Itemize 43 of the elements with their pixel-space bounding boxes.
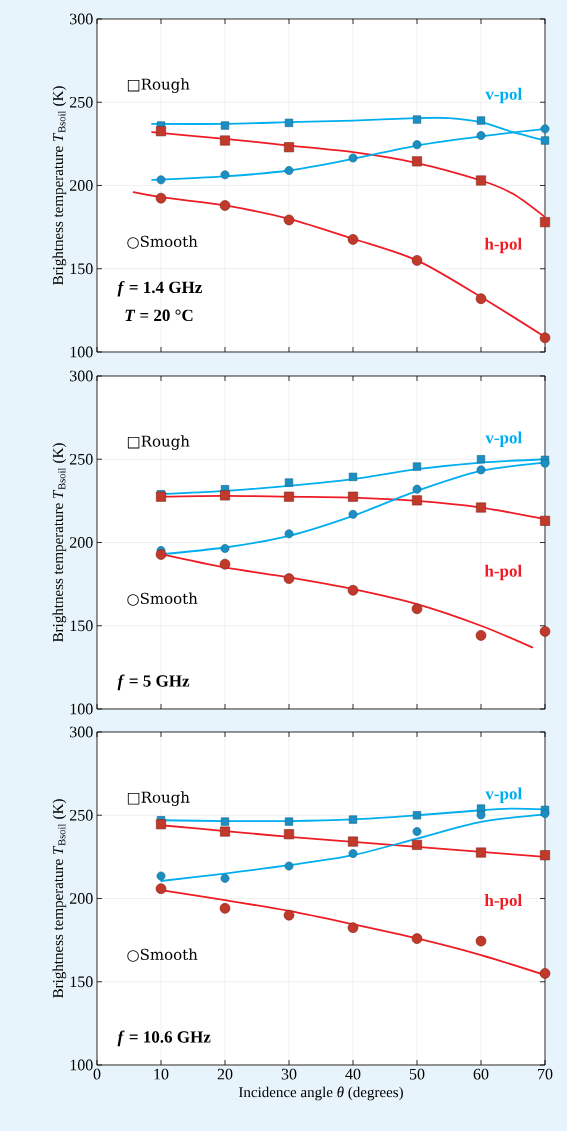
y-tick-label: 250 xyxy=(69,809,93,821)
x-tick-label: 30 xyxy=(281,1068,297,1080)
x-tick-label: 50 xyxy=(409,1068,425,1080)
y-tick-label: 250 xyxy=(69,453,93,465)
y-tick-label: 150 xyxy=(70,620,93,632)
y-tick-label: 200 xyxy=(69,893,93,904)
annotation: h-pol xyxy=(484,237,522,254)
x-axis-title: Incidence angle θ (degrees) xyxy=(238,1086,403,1101)
annotation: h-pol xyxy=(484,564,522,581)
y-tick-label: 250 xyxy=(69,96,93,108)
y-tick-label: 300 xyxy=(70,13,93,25)
annotation: f = 5 GHz xyxy=(117,674,190,691)
x-tick-label: 20 xyxy=(217,1068,233,1080)
x-tick-label: 70 xyxy=(538,1068,553,1080)
x-tick-label: 40 xyxy=(345,1068,361,1080)
annotation: h-pol xyxy=(484,894,522,910)
annotation: ○Smooth xyxy=(127,235,198,249)
x-tick-label: 10 xyxy=(154,1068,169,1080)
annotation: T = 20 °C xyxy=(125,309,193,322)
annotation: v-pol xyxy=(485,431,522,447)
annotation: □Rough xyxy=(127,78,190,93)
x-tick-label: 60 xyxy=(473,1068,489,1080)
annotation: □Rough xyxy=(127,435,190,450)
annotation: v-pol xyxy=(485,787,522,803)
annotation: □Rough xyxy=(127,791,190,806)
annotation: f = 1.4 GHz xyxy=(117,280,202,297)
y-axis-title: Brightness temperature T$_{Bsoil}$ (K) xyxy=(52,799,67,998)
y-tick-label: 200 xyxy=(69,537,93,548)
annotation: ○Smooth xyxy=(127,592,198,606)
y-tick-label: 300 xyxy=(70,370,93,382)
y-tick-label: 200 xyxy=(69,180,93,191)
annotation: f = 10.6 GHz xyxy=(117,1030,211,1047)
y-tick-label: 300 xyxy=(70,726,93,738)
annotation: ○Smooth xyxy=(127,948,198,962)
y-tick-label: 150 xyxy=(70,976,93,988)
y-tick-label: 150 xyxy=(70,263,93,275)
y-axis-title: Brightness temperature T$_{Bsoil}$ (K) xyxy=(52,443,67,642)
y-tick-label: 100 xyxy=(70,346,93,358)
x-tick-label: 0 xyxy=(93,1068,101,1080)
annotation: v-pol xyxy=(485,87,522,104)
y-tick-label: 100 xyxy=(70,703,93,715)
y-axis-title: Brightness temperature T$_{Bsoil}$ (K) xyxy=(52,86,67,285)
y-tick-label: 100 xyxy=(70,1059,93,1071)
